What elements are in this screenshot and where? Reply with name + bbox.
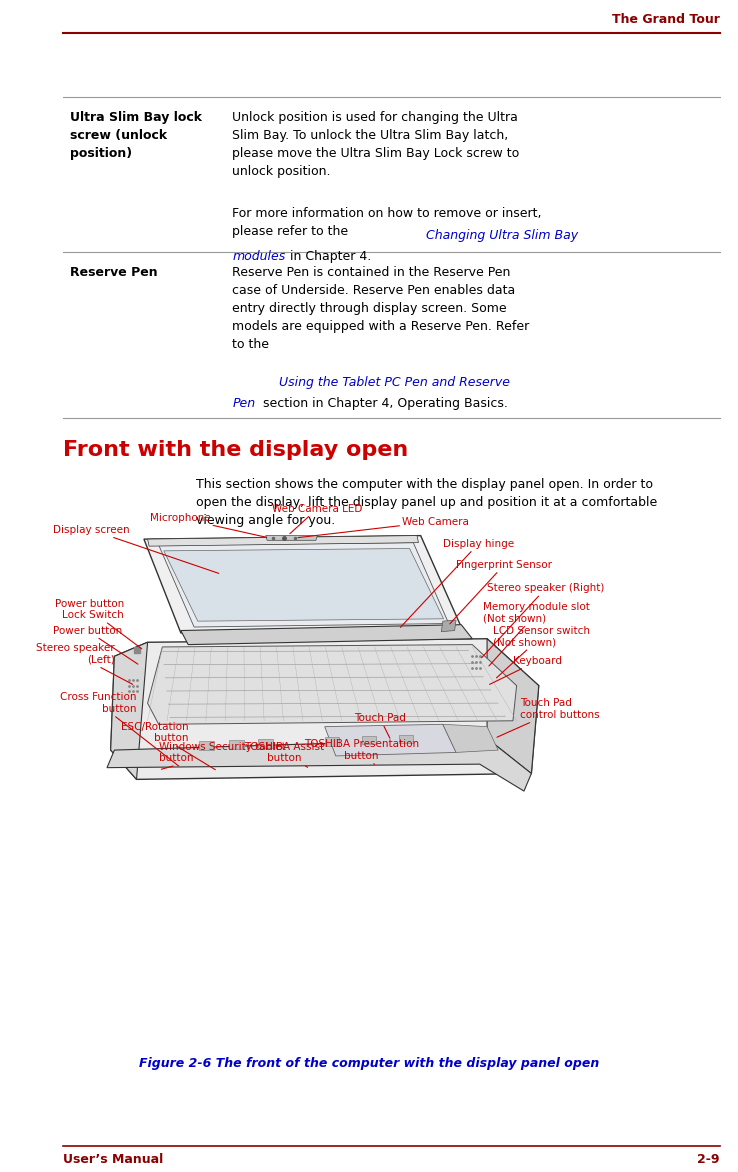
Text: For more information on how to remove or insert,
please refer to the: For more information on how to remove or… xyxy=(232,207,542,238)
Polygon shape xyxy=(148,536,418,546)
Text: User’s Manual: User’s Manual xyxy=(63,1153,163,1166)
Text: Reserve Pen: Reserve Pen xyxy=(70,266,158,279)
Text: Power button: Power button xyxy=(52,626,138,665)
Text: Keyboard: Keyboard xyxy=(489,656,562,684)
Text: Unlock position is used for changing the Ultra
Slim Bay. To unlock the Ultra Sli: Unlock position is used for changing the… xyxy=(232,111,520,178)
Text: Using the Tablet PC Pen and Reserve: Using the Tablet PC Pen and Reserve xyxy=(275,376,510,389)
Polygon shape xyxy=(441,620,456,632)
Text: Reserve Pen is contained in the Reserve Pen
case of Underside. Reserve Pen enabl: Reserve Pen is contained in the Reserve … xyxy=(232,266,530,352)
Text: Web Camera: Web Camera xyxy=(298,517,469,538)
Text: Web Camera LED: Web Camera LED xyxy=(272,504,362,533)
Text: Touch Pad
control buttons: Touch Pad control buttons xyxy=(497,699,600,737)
Text: Pen: Pen xyxy=(232,397,255,410)
Text: 2-9: 2-9 xyxy=(697,1153,720,1166)
Text: TOSHIBA Presentation
button: TOSHIBA Presentation button xyxy=(304,740,419,764)
Polygon shape xyxy=(144,536,461,633)
Text: in Chapter 4.: in Chapter 4. xyxy=(286,250,372,263)
Polygon shape xyxy=(164,548,444,621)
Text: ESC/Rotation
button: ESC/Rotation button xyxy=(120,722,215,770)
Polygon shape xyxy=(181,625,472,645)
Text: Changing Ultra Slim Bay: Changing Ultra Slim Bay xyxy=(426,229,578,241)
Polygon shape xyxy=(258,740,273,748)
Text: Fingerprint Sensor: Fingerprint Sensor xyxy=(450,560,552,624)
Polygon shape xyxy=(159,543,449,627)
Polygon shape xyxy=(443,724,498,752)
Text: Windows Security tablet
button: Windows Security tablet button xyxy=(159,742,286,769)
Text: modules: modules xyxy=(232,250,286,263)
Text: Microphone: Microphone xyxy=(150,513,266,537)
Text: Front with the display open: Front with the display open xyxy=(63,440,408,459)
Text: Display hinge: Display hinge xyxy=(401,539,514,627)
Text: The Grand Tour: The Grand Tour xyxy=(612,13,720,26)
Polygon shape xyxy=(487,639,539,774)
Polygon shape xyxy=(111,639,539,779)
Text: This section shows the computer with the display panel open. In order to
open th: This section shows the computer with the… xyxy=(196,478,657,527)
Polygon shape xyxy=(199,742,214,750)
Text: Memory module slot
(Not shown): Memory module slot (Not shown) xyxy=(483,602,590,666)
Polygon shape xyxy=(111,642,148,779)
Text: Ultra Slim Bay lock
screw (unlock
position): Ultra Slim Bay lock screw (unlock positi… xyxy=(70,111,202,161)
Text: Stereo speaker
(Left): Stereo speaker (Left) xyxy=(35,643,133,684)
Text: Cross Function
button: Cross Function button xyxy=(60,693,179,766)
Text: Touch Pad: Touch Pad xyxy=(354,714,406,738)
Polygon shape xyxy=(107,738,531,791)
Polygon shape xyxy=(229,741,244,749)
Polygon shape xyxy=(325,724,456,756)
Text: Figure 2-6 The front of the computer with the display panel open: Figure 2-6 The front of the computer wit… xyxy=(139,1057,599,1070)
Polygon shape xyxy=(325,737,339,745)
Text: TOSHIBA Assist
button: TOSHIBA Assist button xyxy=(244,742,324,768)
Text: section in Chapter 4, Operating Basics.: section in Chapter 4, Operating Basics. xyxy=(259,397,508,410)
Text: LCD Sensor switch
(Not shown): LCD Sensor switch (Not shown) xyxy=(493,626,590,677)
Polygon shape xyxy=(362,736,376,744)
Polygon shape xyxy=(266,536,317,540)
Text: Stereo speaker (Right): Stereo speaker (Right) xyxy=(482,584,604,657)
Text: Power button
Lock Switch: Power button Lock Switch xyxy=(55,599,142,649)
Polygon shape xyxy=(148,645,517,724)
Polygon shape xyxy=(399,735,413,743)
Text: Display screen: Display screen xyxy=(52,525,218,573)
